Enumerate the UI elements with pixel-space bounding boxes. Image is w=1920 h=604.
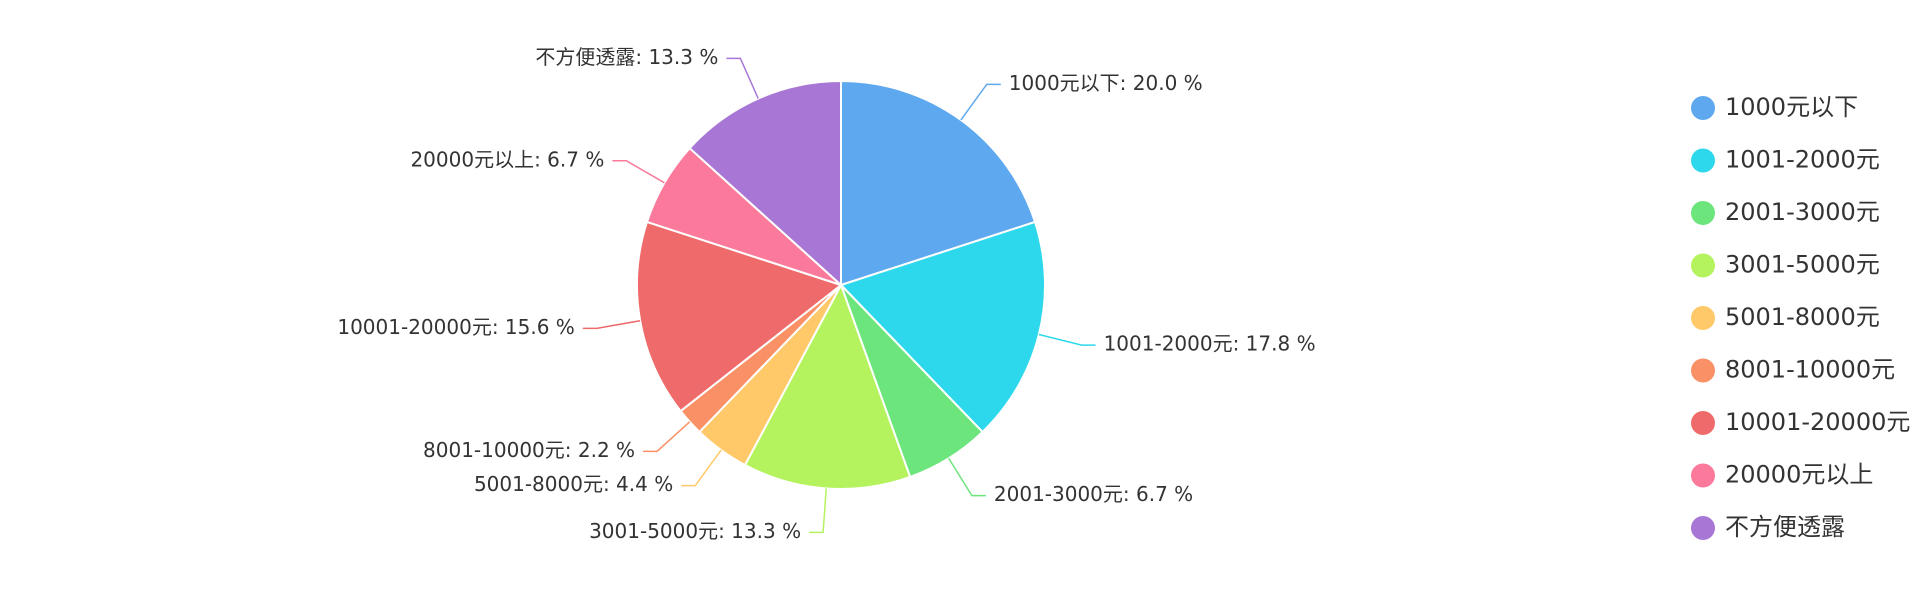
- leader-line-5: [681, 449, 722, 487]
- slices-layer: [636, 80, 1046, 490]
- leader-line-8: [612, 160, 665, 184]
- slice-label-6: 8001-10000元: 2.2 %: [423, 438, 635, 462]
- legend-marker-4: [1691, 253, 1715, 278]
- leader-line-1: [960, 83, 1001, 121]
- leader-lines-layer: [582, 57, 1096, 534]
- legend-marker-6: [1691, 358, 1715, 383]
- legend-label-4: 3001-5000元: [1725, 251, 1880, 279]
- leader-line-9: [726, 57, 759, 99]
- leader-line-4: [809, 488, 828, 534]
- legend-label-9: 不方便透露: [1725, 513, 1845, 541]
- legend-item-8[interactable]: 20000元以上: [1691, 461, 1873, 489]
- legend-marker-5: [1691, 306, 1715, 330]
- slice-label-7: 10001-20000元: 15.6 %: [337, 315, 574, 339]
- slice-labels-layer: 1000元以下: 20.0 % 1001-2000元: 17.8 % 2001-30…: [337, 45, 1315, 543]
- leader-line-3: [948, 457, 986, 497]
- slice-label-3: 2001-3000元: 6.7 %: [994, 482, 1193, 506]
- pie-slice-4[interactable]: [743, 284, 912, 490]
- legend-item-2[interactable]: 1001-2000元: [1691, 146, 1880, 174]
- legend-label-7: 10001-20000元: [1725, 408, 1910, 436]
- leader-line-2: [1038, 333, 1096, 346]
- legend-marker-2: [1691, 148, 1715, 173]
- legend-item-5[interactable]: 5001-8000元: [1691, 303, 1880, 331]
- slice-label-9: 不方便透露: 13.3 %: [535, 45, 718, 69]
- legend-marker-7: [1691, 411, 1715, 435]
- legend: 1000元以下 1001-2000元 2001-3000元 3001-5000元 500…: [1691, 93, 1910, 541]
- slice-label-8: 20000元以上: 6.7 %: [410, 147, 604, 171]
- slice-label-2: 1001-2000元: 17.8 %: [1104, 332, 1316, 356]
- legend-label-2: 1001-2000元: [1725, 146, 1880, 174]
- legend-label-6: 8001-10000元: [1725, 356, 1895, 384]
- legend-marker-8: [1691, 463, 1715, 488]
- legend-item-9[interactable]: 不方便透露: [1691, 513, 1845, 541]
- slice-label-5: 5001-8000元: 4.4 %: [474, 472, 673, 496]
- legend-item-1[interactable]: 1000元以下: [1691, 93, 1858, 121]
- leader-line-6: [643, 421, 691, 453]
- legend-item-7[interactable]: 10001-20000元: [1691, 408, 1910, 436]
- legend-label-1: 1000元以下: [1725, 93, 1858, 121]
- legend-item-4[interactable]: 3001-5000元: [1691, 251, 1880, 279]
- slice-label-1: 1000元以下: 20.0 %: [1009, 71, 1203, 95]
- slice-label-4: 3001-5000元: 13.3 %: [589, 519, 801, 543]
- pie-slice-9[interactable]: [688, 80, 842, 286]
- leader-line-7: [582, 319, 641, 330]
- legend-marker-3: [1691, 201, 1715, 225]
- legend-item-3[interactable]: 2001-3000元: [1691, 198, 1880, 226]
- legend-item-6[interactable]: 8001-10000元: [1691, 356, 1895, 384]
- legend-label-8: 20000元以上: [1725, 461, 1873, 489]
- legend-label-5: 5001-8000元: [1725, 303, 1880, 331]
- legend-label-3: 2001-3000元: [1725, 198, 1880, 226]
- legend-marker-1: [1691, 96, 1715, 120]
- legend-marker-9: [1691, 516, 1715, 540]
